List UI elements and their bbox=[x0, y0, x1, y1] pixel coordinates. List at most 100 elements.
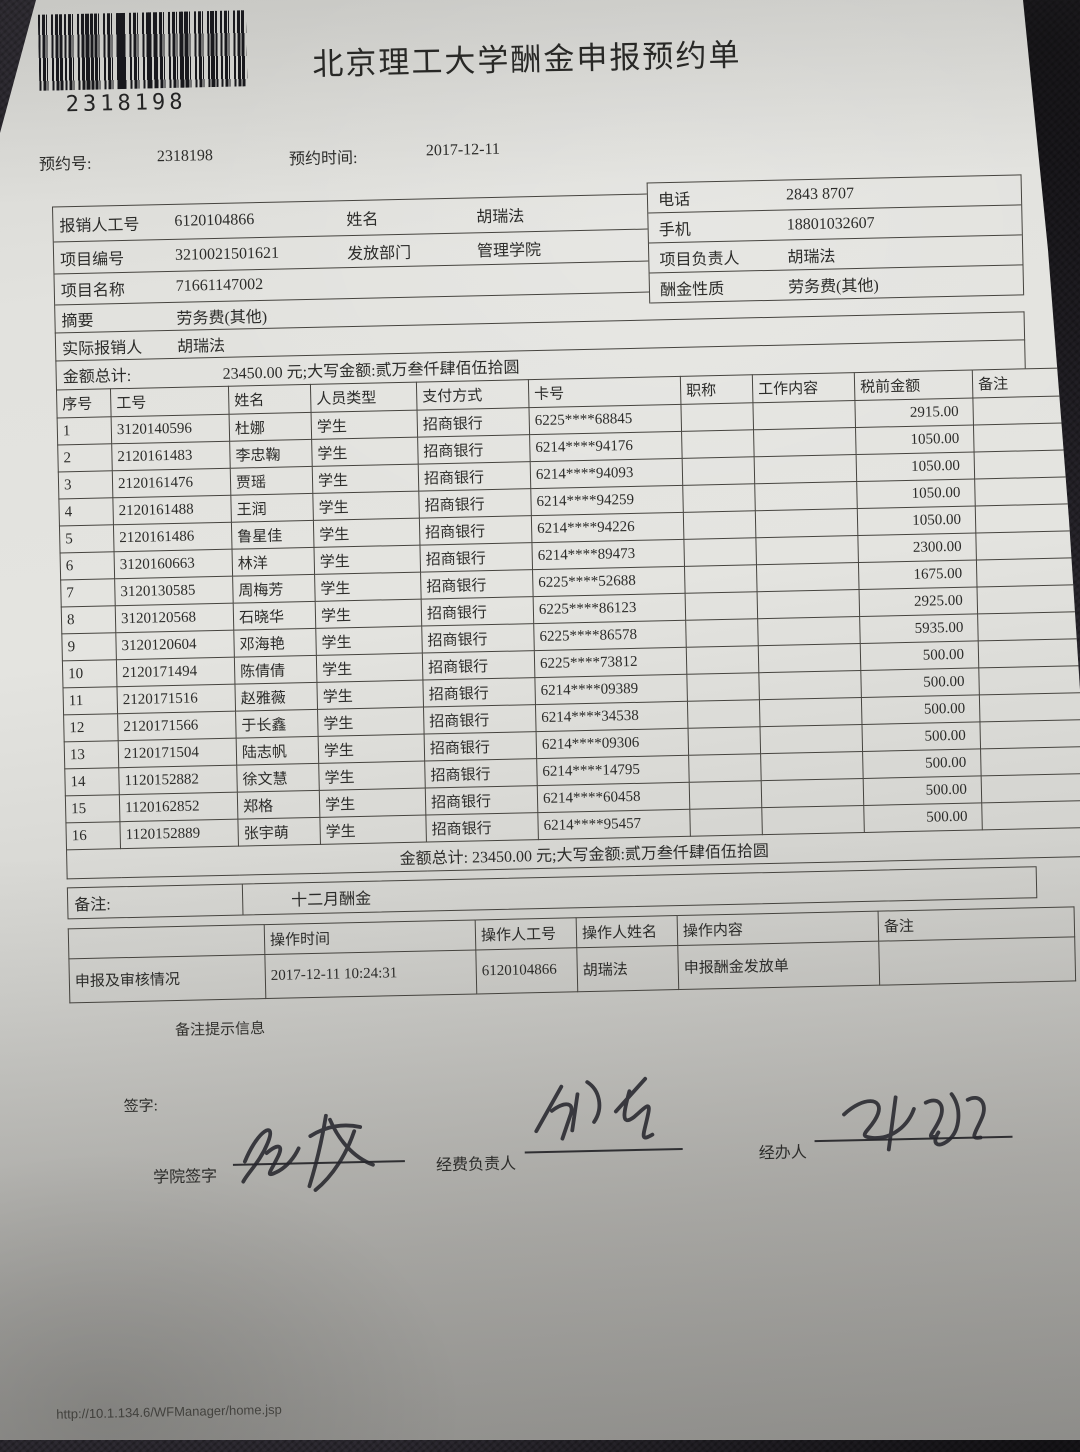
table-cell bbox=[682, 483, 756, 513]
table-cell bbox=[979, 692, 1080, 722]
payment-table-body: 1 3120140596 杜娜 学生 招商银行 6225****68845 2915.00 2… bbox=[57, 395, 1080, 850]
table-cell: 2925.00 bbox=[859, 586, 978, 617]
table-cell bbox=[754, 454, 857, 484]
table-cell bbox=[689, 780, 762, 810]
table-cell: 学生 bbox=[315, 599, 422, 629]
table-cell bbox=[682, 456, 755, 486]
table-cell: 招商银行 bbox=[425, 812, 539, 843]
table-cell bbox=[681, 429, 755, 459]
table-cell bbox=[761, 805, 865, 835]
table-cell: 1120152889 bbox=[119, 819, 239, 849]
info-left-box: 报销人工号 6120104866 姓名 胡瑞法 项目编号 32100215016… bbox=[51, 193, 650, 333]
col-header-work-content: 工作内容 bbox=[752, 372, 855, 403]
table-cell: 招商银行 bbox=[419, 515, 532, 546]
col-header-pretax-amount: 税前金额 bbox=[854, 370, 973, 401]
table-cell: 5 bbox=[59, 524, 115, 553]
table-cell: 学生 bbox=[311, 410, 418, 440]
table-cell: 陆志帆 bbox=[236, 736, 319, 766]
table-cell: 6214****94176 bbox=[529, 431, 683, 462]
table-cell: 陈倩倩 bbox=[234, 655, 317, 685]
summary-label: 摘要 bbox=[61, 312, 94, 330]
table-cell: 1050.00 bbox=[856, 478, 976, 509]
table-cell bbox=[972, 395, 1080, 425]
employee-id-value: 6120104866 bbox=[174, 211, 255, 230]
department-label: 发放部门 bbox=[346, 244, 412, 263]
table-cell: 15 bbox=[65, 794, 120, 823]
table-cell: 3120120568 bbox=[115, 603, 234, 633]
table-cell bbox=[975, 530, 1080, 560]
table-cell bbox=[686, 672, 760, 702]
table-cell: 500.00 bbox=[861, 721, 981, 752]
table-cell: 13 bbox=[64, 740, 119, 769]
mobile-label: 手机 bbox=[658, 221, 692, 239]
table-cell: 周梅芳 bbox=[232, 574, 316, 604]
handwritten-signature-college-icon bbox=[241, 1113, 375, 1192]
ops-header-empty-cell bbox=[68, 924, 265, 959]
table-cell: 2120161476 bbox=[112, 468, 231, 498]
table-cell: 张宇萌 bbox=[237, 817, 321, 847]
table-cell bbox=[981, 800, 1080, 830]
table-cell: 贾瑶 bbox=[230, 466, 313, 496]
table-cell: 14 bbox=[64, 767, 120, 796]
table-cell: 2 bbox=[57, 443, 113, 472]
total-amount-label: 金额总计: bbox=[62, 367, 132, 387]
table-cell: 2120171504 bbox=[118, 738, 237, 768]
table-cell: 学生 bbox=[312, 491, 420, 521]
table-cell: 招商银行 bbox=[418, 461, 531, 492]
table-cell: 2300.00 bbox=[857, 532, 977, 563]
col-header-job-title: 职称 bbox=[680, 374, 753, 405]
table-cell: 招商银行 bbox=[418, 488, 532, 519]
ops-header-remark: 备注 bbox=[878, 906, 1075, 942]
table-cell: 招商银行 bbox=[422, 677, 536, 708]
table-cell bbox=[686, 645, 759, 675]
table-cell: 6214****09306 bbox=[536, 728, 689, 759]
table-cell: 6225****73812 bbox=[534, 647, 687, 678]
table-cell bbox=[980, 746, 1080, 776]
phone-label: 电话 bbox=[657, 191, 691, 209]
reservation-time-value: 2017-12-11 bbox=[425, 140, 501, 160]
table-cell: 于长鑫 bbox=[235, 709, 319, 739]
reservation-row: 预约号: 2318198 预约时间: 2017-12-11 bbox=[0, 128, 1069, 174]
table-cell: 2120161488 bbox=[112, 495, 232, 525]
table-cell: 招商银行 bbox=[422, 650, 535, 681]
table-cell bbox=[680, 402, 754, 432]
table-cell: 6225****86578 bbox=[533, 620, 687, 651]
table-cell bbox=[760, 724, 863, 754]
col-header-index: 序号 bbox=[56, 388, 112, 418]
table-cell: 6214****95457 bbox=[537, 809, 691, 840]
table-cell bbox=[973, 422, 1080, 452]
table-cell: 2120171516 bbox=[116, 684, 236, 714]
name-label: 姓名 bbox=[346, 211, 379, 230]
table-cell: 学生 bbox=[316, 653, 423, 683]
table-cell: 郑格 bbox=[237, 790, 320, 820]
ops-header-time: 操作时间 bbox=[264, 919, 476, 955]
table-cell: 1050.00 bbox=[856, 451, 975, 482]
table-cell: 招商银行 bbox=[417, 407, 530, 438]
signature-area: 学院签字 经费负责人 经办人 bbox=[72, 1076, 1044, 1237]
project-no-value: 3210021501621 bbox=[174, 244, 280, 264]
table-cell: 500.00 bbox=[861, 694, 980, 725]
table-cell: 招商银行 bbox=[420, 569, 534, 600]
table-cell: 8 bbox=[61, 605, 116, 634]
reservation-time-label: 预约时间: bbox=[288, 149, 358, 169]
ops-section-label: 申报及审核情况 bbox=[68, 954, 266, 1003]
table-cell: 7 bbox=[60, 578, 116, 607]
table-cell: 招商银行 bbox=[421, 623, 535, 654]
employee-id-label: 报销人工号 bbox=[59, 216, 140, 236]
table-cell: 徐文慧 bbox=[236, 763, 320, 793]
remark-hint-text: 备注提示信息 bbox=[174, 1021, 266, 1040]
table-cell: 1120152882 bbox=[118, 765, 238, 795]
table-cell bbox=[758, 670, 862, 700]
table-cell: 1050.00 bbox=[857, 505, 976, 536]
project-no-label: 项目编号 bbox=[59, 250, 125, 269]
table-cell bbox=[976, 557, 1080, 587]
table-cell: 石晓华 bbox=[233, 601, 316, 631]
table-cell bbox=[974, 476, 1080, 506]
ops-header-operator-name: 操作人姓名 bbox=[576, 915, 678, 948]
table-cell: 招商银行 bbox=[424, 758, 538, 789]
col-header-person-type: 人员类型 bbox=[310, 382, 418, 413]
table-cell bbox=[687, 699, 761, 729]
table-cell: 6214****14795 bbox=[536, 755, 690, 786]
info-header-section: 报销人工号 6120104866 姓名 胡瑞法 项目编号 32100215016… bbox=[51, 174, 1025, 333]
